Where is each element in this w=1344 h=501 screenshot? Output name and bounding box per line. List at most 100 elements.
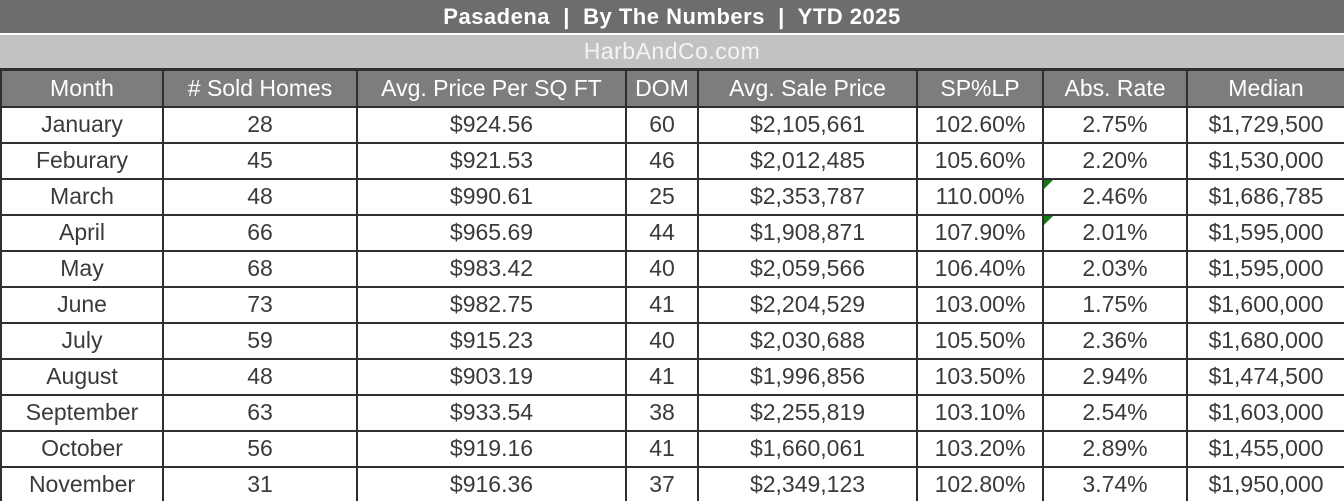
table-row: March 48 $990.61 25 $2,353,787 110.00% 2.46% $1… [0, 177, 1344, 216]
cell-median: $1,595,000 [1186, 213, 1344, 252]
cell-sp_lp: 110.00% [916, 177, 1044, 216]
cell-dom: 40 [625, 321, 699, 360]
table-row: January 28 $924.56 60 $2,105,661 102.60% 2.75%… [0, 105, 1344, 144]
cell-month: October [0, 429, 164, 468]
page-title: Pasadena | By The Numbers | YTD 2025 [443, 3, 901, 29]
cell-ppsf: $915.23 [356, 321, 627, 360]
column-header-dom: DOM [625, 68, 699, 108]
cell-avg_sale: $1,908,871 [697, 213, 918, 252]
cell-month: April [0, 213, 164, 252]
header-row: Month # Sold Homes Avg. Price Per SQ FT … [0, 68, 1344, 108]
table-row: April 66 $965.69 44 $1,908,871 107.90% 2.01% $1… [0, 213, 1344, 252]
error-indicator-icon [1045, 180, 1053, 189]
cell-avg_sale: $2,353,787 [697, 177, 918, 216]
cell-dom: 60 [625, 105, 699, 144]
column-header-avg-sale-price: Avg. Sale Price [697, 68, 918, 108]
cell-sp_lp: 107.90% [916, 213, 1044, 252]
cell-sp_lp: 103.50% [916, 357, 1044, 396]
cell-abs_rate: 2.01% [1042, 213, 1188, 252]
cell-abs_rate: 2.03% [1042, 249, 1188, 288]
cell-dom: 38 [625, 393, 699, 432]
website-text: HarbAndCo.com [583, 38, 761, 64]
column-header-sp-lp: SP%LP [916, 68, 1044, 108]
stats-table: Month # Sold Homes Avg. Price Per SQ FT … [0, 68, 1344, 501]
table-body: January 28 $924.56 60 $2,105,661 102.60% 2.75%… [0, 105, 1344, 501]
cell-month: July [0, 321, 164, 360]
cell-abs_rate: 3.74% [1042, 465, 1188, 501]
cell-median: $1,600,000 [1186, 285, 1344, 324]
cell-sp_lp: 106.40% [916, 249, 1044, 288]
cell-avg_sale: $2,349,123 [697, 465, 918, 501]
cell-sp_lp: 102.80% [916, 465, 1044, 501]
cell-median: $1,686,785 [1186, 177, 1344, 216]
cell-ppsf: $919.16 [356, 429, 627, 468]
cell-sold: 48 [162, 357, 358, 396]
cell-dom: 44 [625, 213, 699, 252]
cell-abs_rate: 2.46% [1042, 177, 1188, 216]
cell-sp_lp: 105.60% [916, 141, 1044, 180]
cell-month: June [0, 285, 164, 324]
cell-median: $1,603,000 [1186, 393, 1344, 432]
cell-abs_rate: 2.94% [1042, 357, 1188, 396]
cell-abs_rate: 2.54% [1042, 393, 1188, 432]
cell-sold: 66 [162, 213, 358, 252]
cell-ppsf: $965.69 [356, 213, 627, 252]
table-row: July 59 $915.23 40 $2,030,688 105.50% 2.36% $1,… [0, 321, 1344, 360]
table-row: September 63 $933.54 38 $2,255,819 103.10% 2.5… [0, 393, 1344, 432]
table-row: Feburary 45 $921.53 46 $2,012,485 105.60% 2.20… [0, 141, 1344, 180]
cell-ppsf: $982.75 [356, 285, 627, 324]
cell-ppsf: $983.42 [356, 249, 627, 288]
cell-avg_sale: $1,660,061 [697, 429, 918, 468]
cell-avg_sale: $1,996,856 [697, 357, 918, 396]
column-header-month: Month [0, 68, 164, 108]
cell-ppsf: $916.36 [356, 465, 627, 501]
cell-avg_sale: $2,059,566 [697, 249, 918, 288]
table-row: October 56 $919.16 41 $1,660,061 103.20% 2.89%… [0, 429, 1344, 468]
cell-sp_lp: 103.20% [916, 429, 1044, 468]
table-row: June 73 $982.75 41 $2,204,529 103.00% 1.75% $1,… [0, 285, 1344, 324]
cell-median: $1,595,000 [1186, 249, 1344, 288]
column-header-abs-rate: Abs. Rate [1042, 68, 1188, 108]
cell-avg_sale: $2,012,485 [697, 141, 918, 180]
cell-abs_rate: 2.20% [1042, 141, 1188, 180]
cell-sold: 28 [162, 105, 358, 144]
table-row: November 31 $916.36 37 $2,349,123 102.80% 3.74… [0, 465, 1344, 501]
cell-ppsf: $921.53 [356, 141, 627, 180]
subtitle-bar: HarbAndCo.com [0, 35, 1344, 68]
column-header-price-per-sqft: Avg. Price Per SQ FT [356, 68, 627, 108]
title-divider [0, 33, 1344, 35]
cell-avg_sale: $2,105,661 [697, 105, 918, 144]
cell-sold: 73 [162, 285, 358, 324]
cell-median: $1,950,000 [1186, 465, 1344, 501]
cell-ppsf: $933.54 [356, 393, 627, 432]
cell-abs_rate: 1.75% [1042, 285, 1188, 324]
cell-abs_rate: 2.89% [1042, 429, 1188, 468]
table-row: August 48 $903.19 41 $1,996,856 103.50% 2.94% $… [0, 357, 1344, 396]
cell-ppsf: $990.61 [356, 177, 627, 216]
cell-sold: 68 [162, 249, 358, 288]
cell-avg_sale: $2,255,819 [697, 393, 918, 432]
cell-sold: 45 [162, 141, 358, 180]
cell-abs_rate: 2.75% [1042, 105, 1188, 144]
cell-dom: 37 [625, 465, 699, 501]
error-indicator-icon [1045, 216, 1053, 225]
cell-dom: 41 [625, 429, 699, 468]
cell-sp_lp: 103.00% [916, 285, 1044, 324]
cell-sold: 56 [162, 429, 358, 468]
cell-sold: 31 [162, 465, 358, 501]
cell-median: $1,680,000 [1186, 321, 1344, 360]
column-header-median: Median [1186, 68, 1344, 108]
cell-month: August [0, 357, 164, 396]
column-header-sold-homes: # Sold Homes [162, 68, 358, 108]
cell-ppsf: $903.19 [356, 357, 627, 396]
cell-dom: 40 [625, 249, 699, 288]
cell-median: $1,474,500 [1186, 357, 1344, 396]
cell-month: November [0, 465, 164, 501]
cell-sp_lp: 102.60% [916, 105, 1044, 144]
cell-dom: 41 [625, 357, 699, 396]
cell-sp_lp: 105.50% [916, 321, 1044, 360]
cell-median: $1,530,000 [1186, 141, 1344, 180]
cell-month: January [0, 105, 164, 144]
cell-ppsf: $924.56 [356, 105, 627, 144]
